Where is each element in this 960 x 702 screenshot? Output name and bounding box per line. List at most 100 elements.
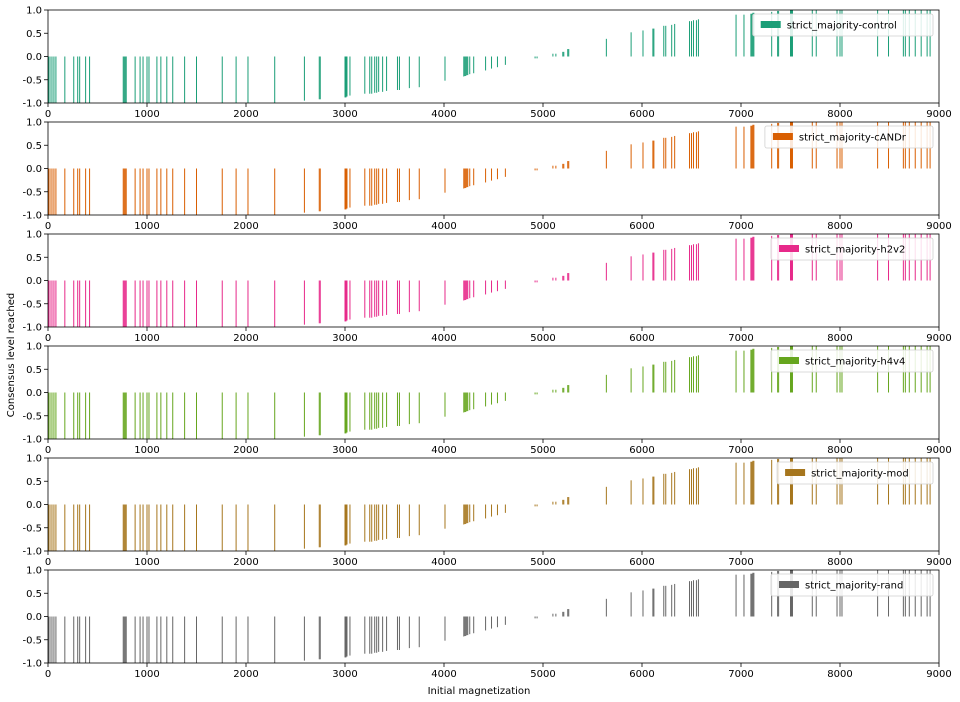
bar <box>689 21 691 57</box>
bar <box>235 504 237 551</box>
bar <box>534 392 536 395</box>
bar <box>552 165 554 169</box>
bar <box>235 616 237 663</box>
bar <box>408 168 410 201</box>
bar <box>751 461 753 505</box>
bar <box>605 486 607 505</box>
bar <box>630 256 632 281</box>
subplot-2: 1.0 0.5 0.0 -0.5 -1.00 1000 2000 3000 4000 5000 60… <box>22 118 951 233</box>
bar <box>64 504 66 551</box>
bar <box>364 56 366 94</box>
bar <box>148 616 150 663</box>
x-tick-label: 4000 <box>431 109 456 120</box>
bar <box>319 56 321 100</box>
bar <box>665 585 667 617</box>
bar <box>85 168 87 215</box>
y-tick-label: -1.0 <box>22 435 42 446</box>
bar <box>274 56 276 103</box>
bar <box>221 280 223 327</box>
bar <box>689 245 691 281</box>
bar <box>418 168 420 200</box>
bar <box>463 280 465 301</box>
bar <box>382 280 384 316</box>
bar <box>156 280 158 327</box>
x-tick-label: 4000 <box>431 333 456 344</box>
bar <box>64 392 66 439</box>
bar <box>64 280 66 327</box>
bar <box>382 56 384 92</box>
bar <box>125 392 127 439</box>
bar <box>536 56 538 59</box>
legend-box <box>752 13 934 37</box>
bar <box>122 56 124 103</box>
bar <box>274 616 276 663</box>
x-tick-label: 0 <box>45 333 51 344</box>
bar <box>376 392 378 429</box>
bar <box>376 616 378 653</box>
bar <box>396 168 398 202</box>
bar <box>124 280 126 327</box>
bar <box>692 20 694 57</box>
bar <box>125 280 127 327</box>
bar <box>235 56 237 103</box>
x-tick-label: 7000 <box>728 221 753 232</box>
bar <box>123 616 125 663</box>
bar <box>408 392 410 425</box>
bar <box>674 471 676 505</box>
bar <box>142 56 144 103</box>
bar <box>77 280 79 327</box>
y-tick-label: 0.5 <box>26 141 42 152</box>
bar <box>55 168 57 215</box>
x-tick-label: 5000 <box>530 445 555 456</box>
x-tick-label: 7000 <box>728 669 753 680</box>
bar <box>473 392 475 410</box>
bar <box>124 392 126 439</box>
bar <box>344 616 346 658</box>
bar <box>160 168 162 215</box>
bar <box>89 168 91 215</box>
bar <box>85 392 87 439</box>
bar <box>552 501 554 505</box>
bar <box>382 168 384 204</box>
bar <box>196 280 197 327</box>
bar <box>73 616 75 663</box>
bar <box>156 504 158 551</box>
bar <box>750 461 752 505</box>
legend-label: strict_majority-h4v4 <box>805 357 905 368</box>
bar <box>47 616 49 663</box>
bar <box>464 280 466 301</box>
bar <box>469 392 471 411</box>
y-tick-label: -0.5 <box>22 523 42 534</box>
bar <box>172 392 174 439</box>
bar <box>51 504 53 551</box>
bar <box>552 613 554 617</box>
bar <box>303 504 305 549</box>
bar <box>51 280 53 327</box>
bar <box>382 392 384 428</box>
bar <box>122 168 124 215</box>
bar <box>568 497 570 505</box>
subplot-6: 1.0 0.5 0.0 -0.5 -1.00 1000 2000 3000 4000 5000 60… <box>22 566 951 681</box>
bar <box>396 616 398 650</box>
bar <box>653 252 655 281</box>
bar <box>77 168 79 215</box>
bar <box>77 392 79 439</box>
bar <box>345 392 347 434</box>
bar <box>346 504 348 545</box>
bar <box>374 168 376 205</box>
bar <box>196 504 197 551</box>
bar <box>345 56 347 98</box>
bar <box>166 280 168 327</box>
bar <box>692 244 694 281</box>
bar <box>125 504 127 551</box>
bar <box>563 163 565 169</box>
bar <box>166 168 168 215</box>
y-tick-label: 1.0 <box>26 454 42 465</box>
bar <box>303 280 305 325</box>
bar <box>469 280 471 299</box>
bar <box>735 126 737 169</box>
bar <box>653 588 655 617</box>
bar <box>79 280 81 327</box>
bar <box>605 374 607 393</box>
bar <box>47 392 49 439</box>
